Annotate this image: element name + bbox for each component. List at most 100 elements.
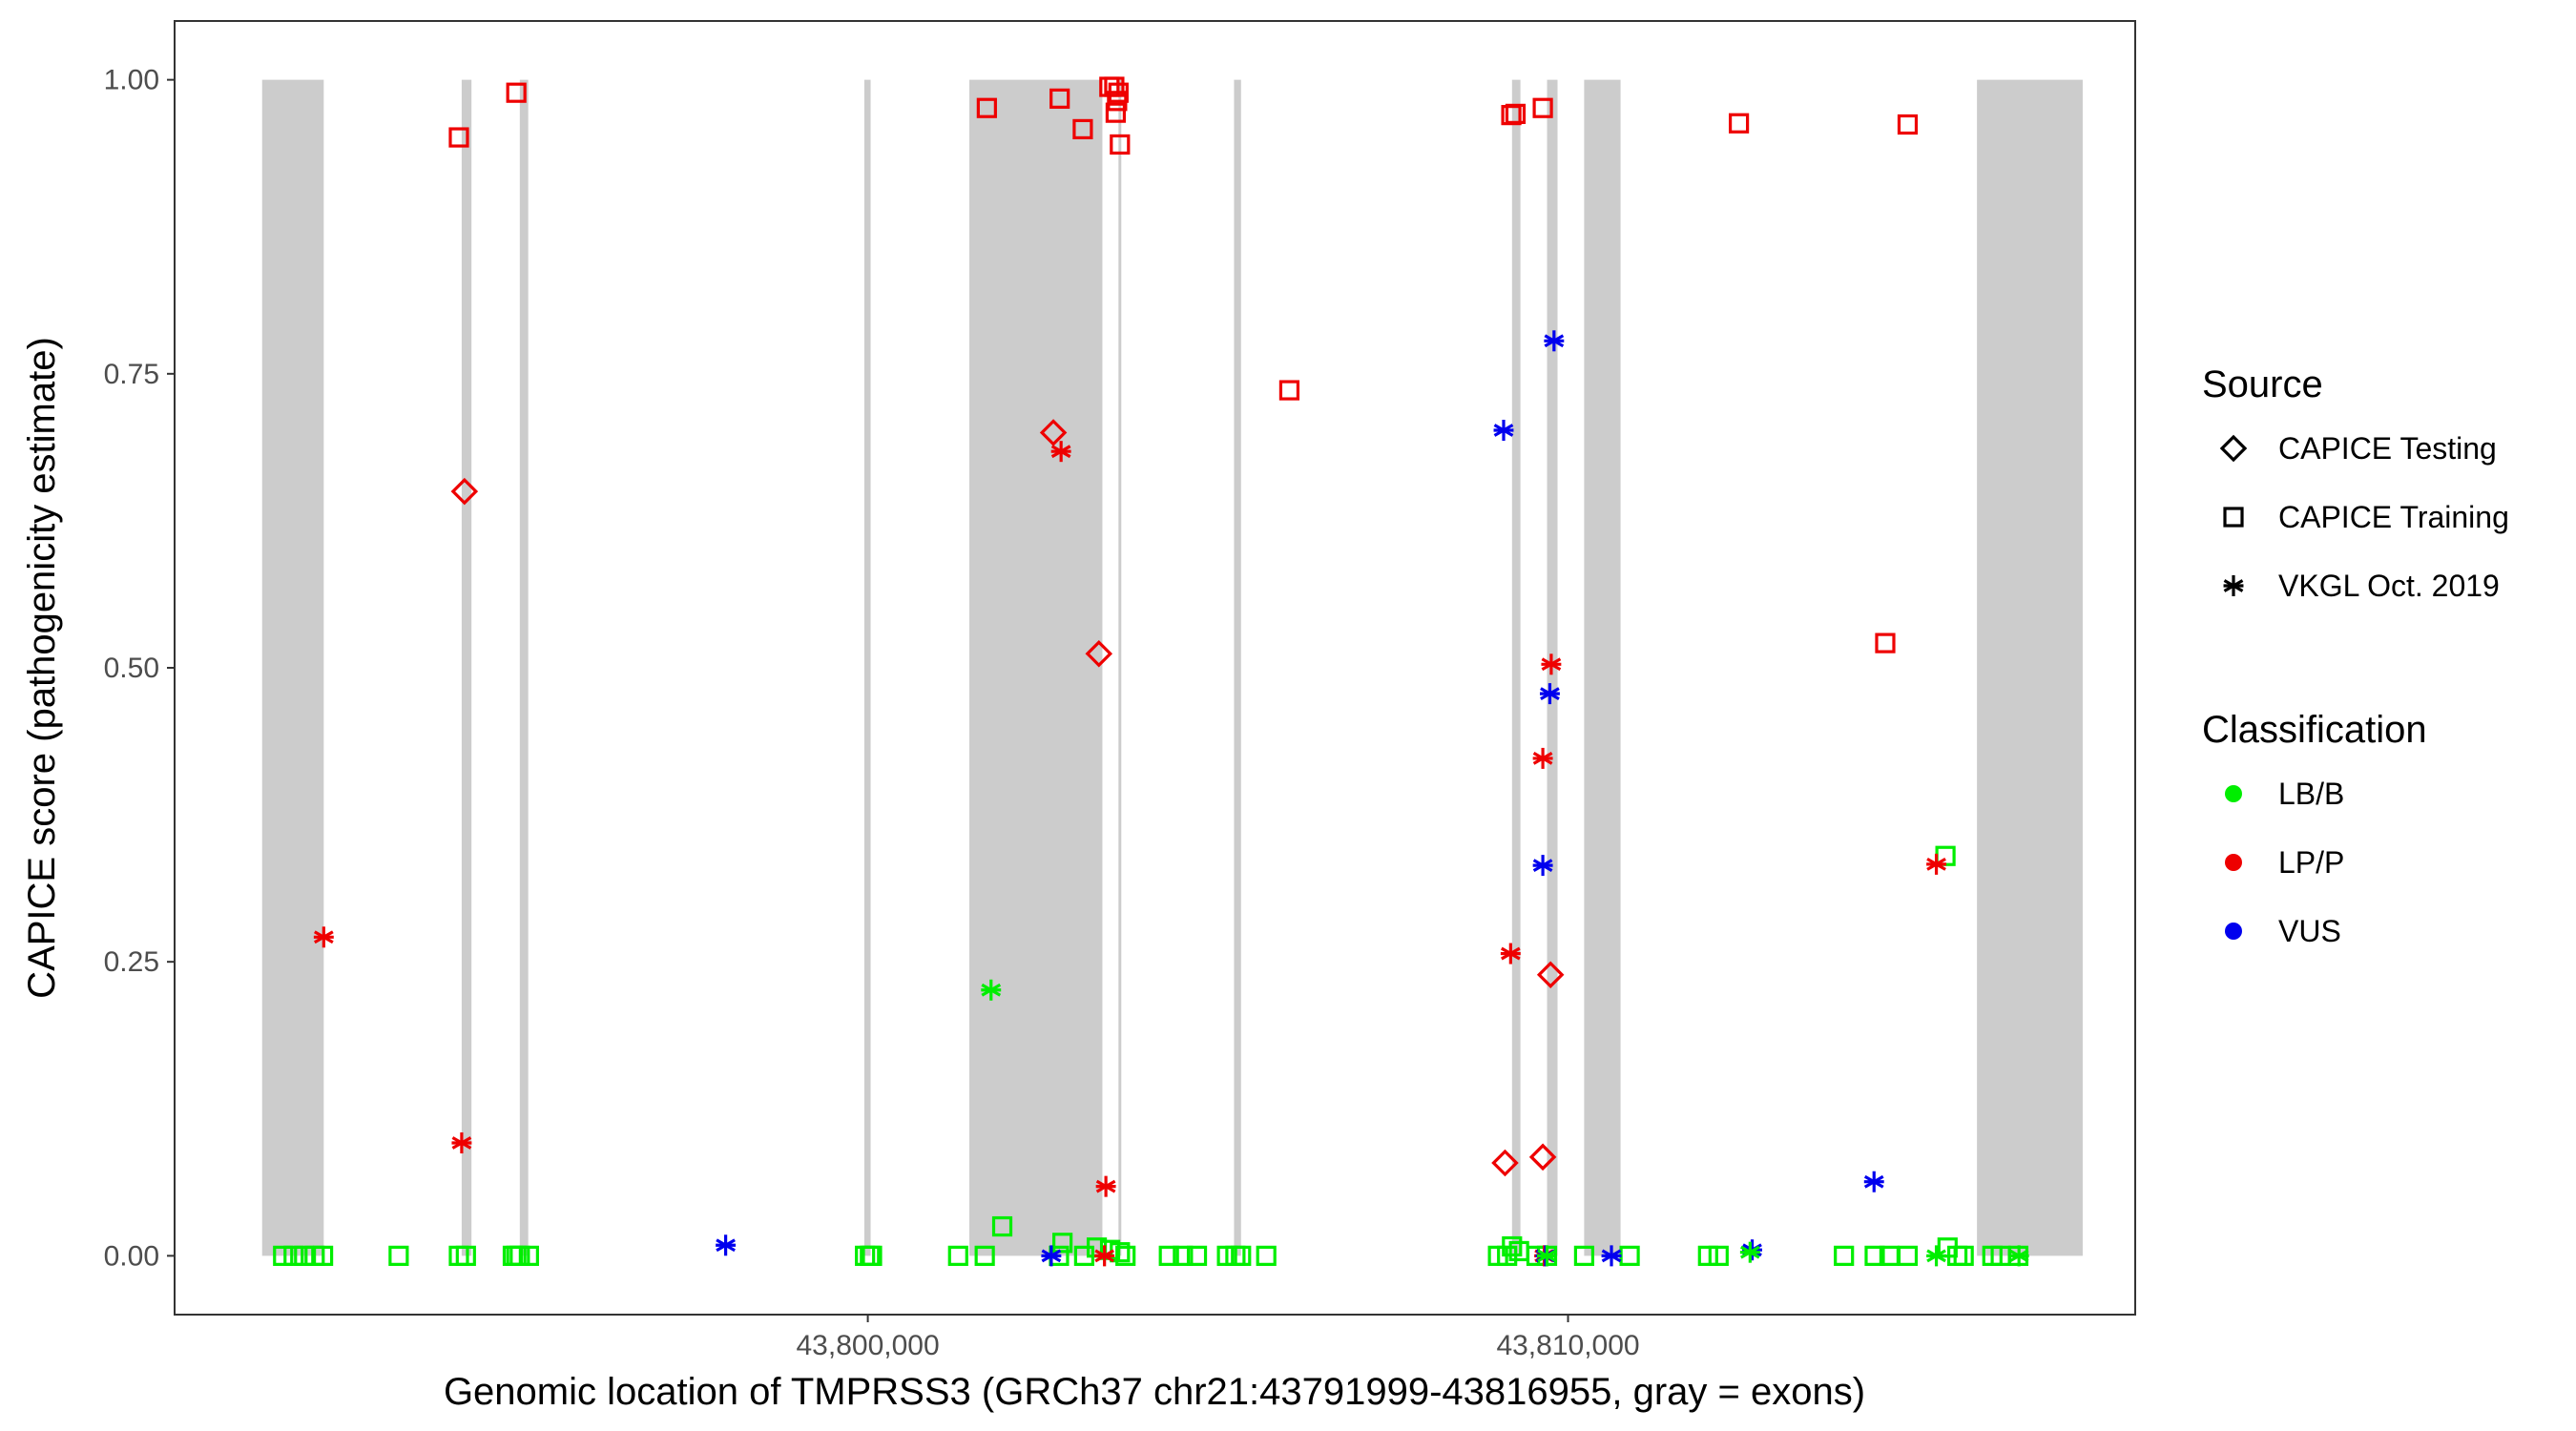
legend-key-square <box>2223 507 2244 528</box>
data-point <box>294 1245 315 1266</box>
data-point <box>1094 1245 1115 1267</box>
series-2 <box>273 845 2029 1266</box>
data-point <box>273 1245 294 1266</box>
data-point <box>518 1245 539 1266</box>
data-point <box>862 1245 883 1266</box>
data-point <box>1532 747 1553 769</box>
data-point <box>1697 1245 1718 1266</box>
data-point <box>1926 853 1947 875</box>
data-point <box>1926 1245 1947 1267</box>
exon-band-7 <box>1234 79 1241 1256</box>
data-point <box>947 1245 968 1266</box>
exon-band-5 <box>969 79 1103 1256</box>
data-point <box>1539 683 1560 705</box>
data-point <box>283 1245 304 1266</box>
data-point <box>1050 441 1071 463</box>
x-axis-title: Genomic location of TMPRSS3 (GRCh37 chr2… <box>444 1371 1865 1413</box>
exon-bands <box>261 79 2083 1256</box>
data-point <box>991 1215 1013 1237</box>
data-point <box>1052 1233 1073 1254</box>
data-point <box>1532 97 1553 118</box>
exon-band-1 <box>261 79 324 1256</box>
data-point <box>1278 380 1300 401</box>
legend: Source CAPICE Testing CAPICE Training VKGL … <box>2202 363 2509 948</box>
legend-classification-label: VUS <box>2278 914 2341 948</box>
data-point <box>388 1245 409 1266</box>
data-point <box>1834 1245 1855 1266</box>
exon-band-8 <box>1511 79 1521 1256</box>
data-point <box>448 127 469 148</box>
data-point <box>1708 1245 1729 1266</box>
data-point <box>313 926 334 948</box>
data-point <box>1491 1149 1519 1177</box>
data-point <box>1953 1245 1974 1266</box>
data-point <box>1728 113 1750 134</box>
y-axis-title: CAPICE score (pathogenicity estimate) <box>21 337 63 999</box>
data-point <box>1105 102 1127 123</box>
data-point <box>981 979 1002 1001</box>
data-point <box>1173 1245 1194 1266</box>
legend-key-dot <box>2225 854 2242 871</box>
data-point <box>312 1245 334 1266</box>
data-point <box>1158 1245 1179 1266</box>
data-points <box>273 76 2029 1267</box>
y-tick-label: 1.00 <box>104 65 159 96</box>
y-tick-label: 0.25 <box>104 946 159 978</box>
data-point <box>1864 1245 1885 1266</box>
exon-band-11 <box>1977 79 2083 1256</box>
data-point <box>1897 1245 1919 1266</box>
data-point <box>976 97 997 118</box>
data-point <box>1104 76 1125 97</box>
data-point <box>1110 134 1131 156</box>
legend-source-title: Source <box>2202 363 2323 405</box>
data-point <box>1231 1245 1252 1266</box>
series-4 <box>313 441 1947 1267</box>
data-point <box>974 1245 995 1266</box>
series-5 <box>716 330 1884 1267</box>
data-point <box>1541 653 1562 675</box>
data-point <box>450 477 479 506</box>
data-point <box>1256 1245 1277 1266</box>
legend-classification-label: LP/P <box>2278 845 2344 880</box>
data-point <box>506 82 527 103</box>
exon-band-2 <box>461 79 472 1256</box>
series-6 <box>981 979 2029 1267</box>
data-point <box>455 1245 476 1266</box>
data-point <box>1186 1245 1208 1266</box>
data-point <box>1601 1245 1622 1267</box>
x-tick-label: 43,810,000 <box>1496 1330 1639 1361</box>
data-point <box>1619 1245 1640 1266</box>
legend-classification-label: LB/B <box>2278 777 2344 811</box>
y-tick-label: 0.00 <box>104 1240 159 1272</box>
exon-band-10 <box>1584 79 1621 1256</box>
y-tick-label: 0.50 <box>104 653 159 684</box>
series-3 <box>450 419 1565 1177</box>
data-point <box>1115 1245 1136 1266</box>
data-point <box>1500 943 1521 964</box>
data-point <box>451 1132 472 1154</box>
axes: 0.00 0.25 0.50 0.75 1.00 43,800,000 43,810,000 <box>104 65 1640 1361</box>
data-point <box>1072 118 1093 140</box>
data-point <box>1532 855 1553 877</box>
data-point <box>716 1234 737 1256</box>
legend-key-asterisk <box>2223 575 2244 596</box>
data-point <box>1573 1245 1594 1266</box>
exon-band-3 <box>519 79 529 1256</box>
x-tick-label: 43,800,000 <box>797 1330 940 1361</box>
data-point <box>1897 114 1919 135</box>
legend-key-diamond <box>2219 434 2248 463</box>
data-point <box>1108 82 1129 103</box>
data-point <box>1085 639 1113 668</box>
data-point <box>1863 1171 1884 1192</box>
data-point <box>1544 330 1565 352</box>
data-point <box>1875 633 1896 653</box>
data-point <box>1493 419 1514 441</box>
data-point <box>1536 961 1565 989</box>
data-point <box>1537 1245 1557 1267</box>
data-point <box>1502 1235 1523 1257</box>
exon-band-6 <box>1118 79 1122 1256</box>
legend-source-label: VKGL Oct. 2019 <box>2278 569 2500 603</box>
data-point <box>1528 1143 1557 1172</box>
data-point <box>1095 1175 1116 1197</box>
